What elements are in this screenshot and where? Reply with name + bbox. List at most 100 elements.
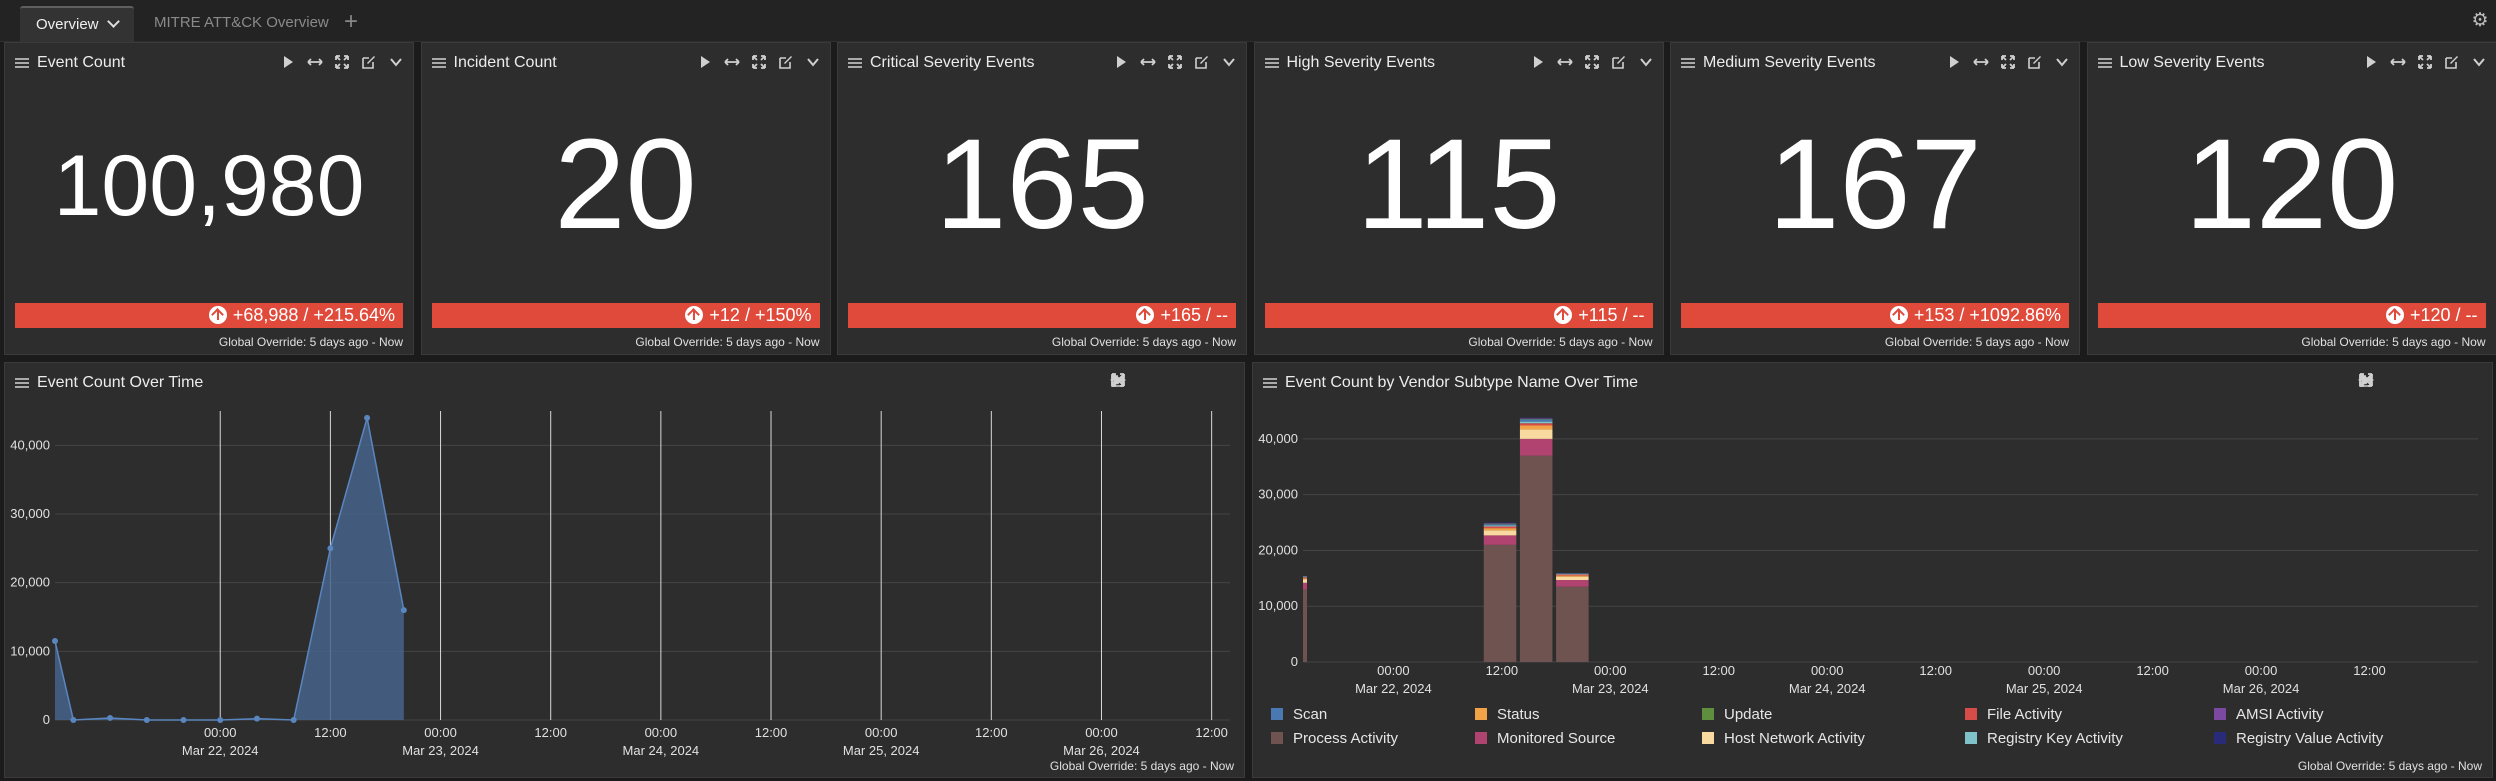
- bar-segment[interactable]: [1519, 429, 1553, 439]
- data-point[interactable]: [143, 717, 150, 723]
- data-point[interactable]: [253, 715, 260, 722]
- bar-segment[interactable]: [1556, 586, 1589, 662]
- bar-segment[interactable]: [1519, 423, 1553, 426]
- expand-icon[interactable]: [750, 53, 768, 71]
- edit-icon[interactable]: [1111, 373, 1209, 391]
- bar-segment[interactable]: [1519, 425, 1553, 430]
- hamburger-icon[interactable]: [2097, 58, 2112, 68]
- chevron-down-icon[interactable]: [1112, 373, 1236, 391]
- bar-segment[interactable]: [1303, 582, 1307, 590]
- legend-item[interactable]: Monitored Source: [1475, 730, 1615, 747]
- bar-segment[interactable]: [1519, 455, 1553, 662]
- expand-icon[interactable]: [333, 53, 351, 71]
- resize-horizontal-icon[interactable]: [306, 53, 324, 71]
- data-point[interactable]: [327, 545, 334, 552]
- bar-segment[interactable]: [1483, 526, 1517, 529]
- bar-segment[interactable]: [1303, 576, 1307, 578]
- hamburger-icon[interactable]: [1681, 58, 1695, 68]
- hamburger-icon[interactable]: [1263, 378, 1277, 388]
- data-point[interactable]: [107, 714, 114, 721]
- play-icon[interactable]: [2362, 53, 2380, 71]
- legend-item[interactable]: Registry Key Activity: [1965, 730, 2123, 747]
- resize-horizontal-icon[interactable]: [723, 53, 741, 71]
- bar-segment[interactable]: [1556, 576, 1589, 581]
- data-point[interactable]: [290, 717, 297, 723]
- bar-segment[interactable]: [1303, 577, 1307, 579]
- data-point[interactable]: [52, 638, 58, 645]
- bar-segment[interactable]: [1556, 575, 1589, 577]
- bar-segment[interactable]: [1483, 535, 1517, 545]
- resize-horizontal-icon[interactable]: [1556, 53, 1574, 71]
- bar-segment[interactable]: [1483, 525, 1517, 527]
- chevron-down-icon[interactable]: [2053, 53, 2071, 71]
- hamburger-icon[interactable]: [15, 378, 29, 388]
- data-point[interactable]: [364, 414, 371, 421]
- legend-item[interactable]: Update: [1702, 706, 1772, 723]
- legend-item[interactable]: Scan: [1271, 706, 1327, 723]
- chevron-down-icon[interactable]: [387, 53, 405, 71]
- edit-icon[interactable]: [2443, 53, 2461, 71]
- play-icon[interactable]: [279, 53, 297, 71]
- bar-segment[interactable]: [1519, 419, 1553, 422]
- bar-segment[interactable]: [1556, 573, 1589, 575]
- play-icon[interactable]: [1945, 53, 1963, 71]
- chevron-down-icon[interactable]: [2470, 53, 2488, 71]
- chevron-down-icon[interactable]: [804, 53, 822, 71]
- resize-horizontal-icon[interactable]: [2389, 53, 2407, 71]
- edit-icon[interactable]: [777, 53, 795, 71]
- data-point[interactable]: [180, 717, 187, 723]
- bar-segment[interactable]: [1519, 417, 1553, 419]
- tab-overview[interactable]: Overview: [20, 6, 134, 42]
- legend-item[interactable]: File Activity: [1965, 706, 2062, 723]
- bar-segment[interactable]: [1483, 523, 1517, 525]
- bar-segment[interactable]: [1303, 576, 1307, 577]
- bar-segment[interactable]: [1483, 528, 1517, 531]
- legend-item[interactable]: Status: [1475, 706, 1540, 723]
- legend-item[interactable]: Host Network Activity: [1702, 730, 1865, 747]
- expand-icon[interactable]: [1999, 53, 2017, 71]
- bar-segment[interactable]: [1483, 524, 1517, 526]
- hamburger-icon[interactable]: [431, 58, 446, 68]
- hamburger-icon[interactable]: [15, 58, 29, 68]
- chevron-down-icon[interactable]: [2360, 373, 2484, 391]
- play-icon[interactable]: [1529, 53, 1547, 71]
- chevron-down-icon[interactable]: [1637, 53, 1655, 71]
- bar-segment[interactable]: [1483, 530, 1517, 536]
- expand-icon[interactable]: [2416, 53, 2434, 71]
- bar-segment[interactable]: [1519, 418, 1553, 420]
- play-icon[interactable]: [696, 53, 714, 71]
- legend-item[interactable]: Registry Value Activity: [2214, 730, 2383, 747]
- plus-icon[interactable]: +: [344, 8, 359, 35]
- expand-icon[interactable]: [1583, 53, 1601, 71]
- hamburger-icon[interactable]: [848, 58, 862, 68]
- data-point[interactable]: [70, 717, 77, 723]
- legend-item[interactable]: AMSI Activity: [2214, 706, 2324, 723]
- edit-icon[interactable]: [2026, 53, 2044, 71]
- bar-segment[interactable]: [1303, 578, 1307, 580]
- bar-segment[interactable]: [1483, 523, 1517, 524]
- bar-segment[interactable]: [1519, 418, 1553, 419]
- bar-segment[interactable]: [1483, 544, 1517, 662]
- chevron-down-icon[interactable]: [1220, 53, 1238, 71]
- edit-icon[interactable]: [2359, 373, 2457, 391]
- resize-horizontal-icon[interactable]: [1972, 53, 1990, 71]
- data-point[interactable]: [400, 607, 407, 614]
- hamburger-icon[interactable]: [1264, 58, 1279, 68]
- edit-icon[interactable]: [1193, 53, 1211, 71]
- resize-horizontal-icon[interactable]: [1139, 53, 1157, 71]
- legend-item[interactable]: Process Activity: [1271, 730, 1398, 747]
- bar-segment[interactable]: [1556, 573, 1589, 574]
- bar-segment[interactable]: [1303, 579, 1307, 583]
- edit-icon[interactable]: [1610, 53, 1628, 71]
- bar-segment[interactable]: [1303, 589, 1307, 662]
- bar-segment[interactable]: [1483, 522, 1517, 524]
- play-icon[interactable]: [1112, 53, 1130, 71]
- expand-icon[interactable]: [1166, 53, 1184, 71]
- bar-segment[interactable]: [1519, 438, 1553, 456]
- edit-icon[interactable]: [360, 53, 378, 71]
- bar-segment[interactable]: [1556, 574, 1589, 576]
- tab-mitre-attack-overview[interactable]: MITRE ATT&CK Overview: [138, 6, 345, 42]
- bar-segment[interactable]: [1556, 580, 1589, 587]
- bar-segment[interactable]: [1519, 421, 1553, 424]
- data-point[interactable]: [217, 717, 224, 723]
